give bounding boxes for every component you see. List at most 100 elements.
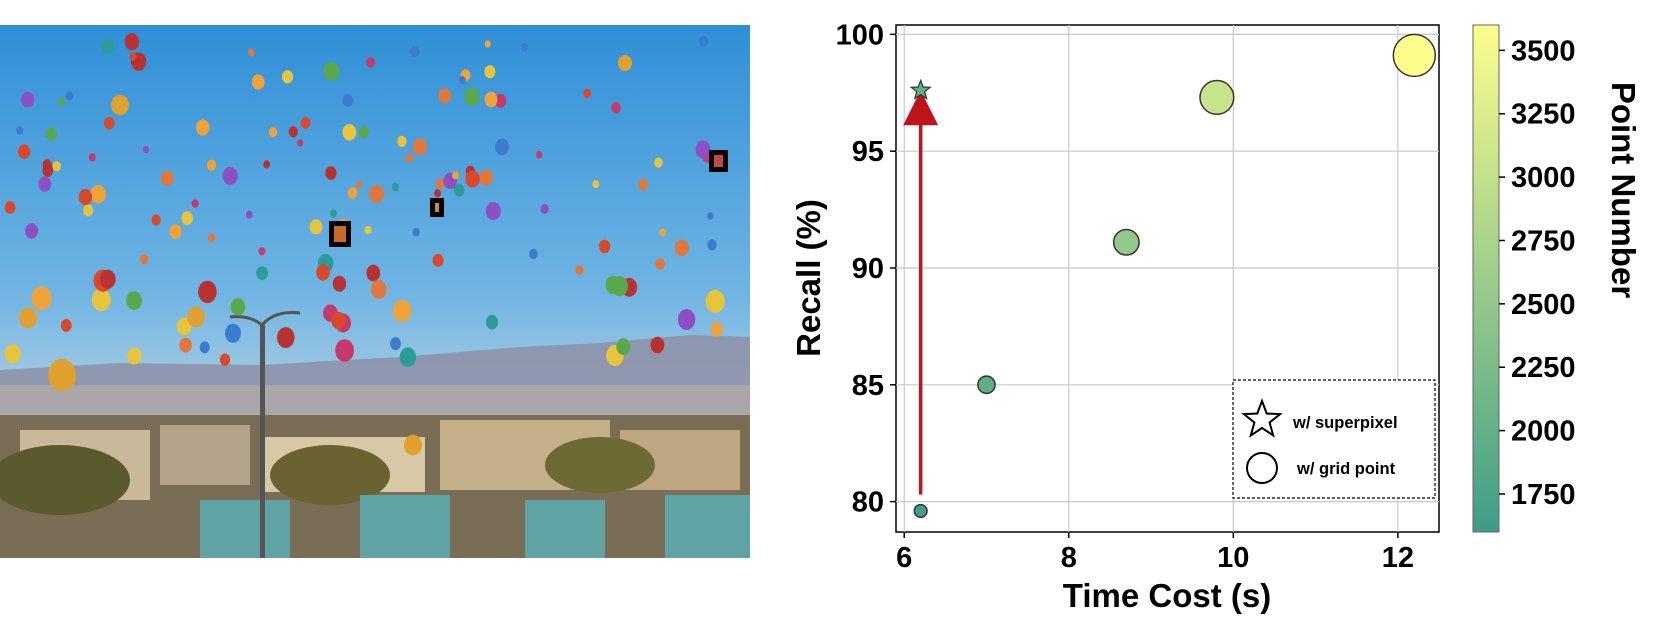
balloon	[529, 248, 538, 260]
legend-label-superpixel: w/ superpixel	[1292, 414, 1398, 432]
balloon	[342, 124, 357, 141]
balloon	[342, 93, 354, 107]
balloon	[432, 253, 444, 267]
balloon	[452, 171, 459, 180]
balloon	[263, 160, 271, 169]
balloon	[399, 347, 417, 367]
balloon	[45, 127, 57, 141]
balloon	[392, 299, 412, 322]
y-tick-label: 90	[852, 253, 884, 285]
colorbar	[1472, 24, 1500, 533]
balloon	[485, 314, 499, 330]
colorbar-tick-labels: 1750 2000 2250 2500 2750 3000 3250 3500	[1499, 35, 1576, 511]
balloon	[222, 166, 238, 185]
balloon	[412, 138, 427, 156]
balloon	[364, 225, 372, 235]
y-axis-title: Recall (%)	[790, 199, 827, 357]
balloon	[281, 70, 294, 84]
colorbar-tick-label: 2750	[1511, 225, 1576, 257]
balloon	[611, 102, 621, 114]
balloon	[404, 434, 422, 456]
balloon	[397, 135, 407, 148]
balloon	[16, 126, 24, 135]
balloon	[650, 336, 665, 354]
legend: w/ superpixel w/ grid point	[1232, 379, 1436, 499]
balloon	[65, 91, 74, 101]
balloon	[248, 48, 255, 57]
balloon	[288, 126, 298, 138]
grid-point-marker	[913, 503, 928, 519]
balloon	[309, 219, 323, 235]
balloon	[485, 202, 501, 221]
balloon	[42, 159, 52, 171]
balloon-group	[4, 33, 725, 456]
balloon	[60, 319, 72, 332]
balloon	[208, 233, 216, 243]
balloon	[332, 275, 347, 292]
balloon	[434, 189, 441, 198]
balloon-photo	[0, 25, 750, 558]
balloon	[140, 254, 149, 265]
data-points	[909, 33, 1437, 519]
colorbar-tick-label: 1750	[1511, 479, 1576, 511]
superpixel-star-marker	[909, 78, 932, 100]
y-tick-label: 95	[852, 136, 884, 168]
balloon	[465, 170, 480, 188]
balloon	[583, 88, 591, 98]
balloon	[659, 228, 667, 237]
x-tick-label: 6	[896, 542, 912, 574]
balloon	[176, 317, 192, 336]
grid-point-marker	[1112, 228, 1140, 256]
balloon	[21, 91, 35, 108]
balloon	[331, 311, 346, 330]
legend-box	[1232, 379, 1436, 499]
balloon	[356, 181, 362, 189]
balloon	[198, 280, 217, 304]
y-tick-label: 85	[852, 370, 884, 402]
x-tick-label: 12	[1382, 542, 1414, 574]
balloon	[18, 144, 31, 159]
balloon	[181, 211, 193, 226]
balloon	[369, 185, 384, 204]
balloon	[464, 87, 480, 106]
balloon	[654, 157, 663, 168]
y-tick-label: 100	[836, 19, 884, 51]
balloon	[187, 306, 205, 328]
star-icon	[1241, 398, 1283, 438]
balloon	[300, 117, 311, 129]
balloon	[598, 239, 611, 254]
balloon	[494, 93, 507, 108]
balloon	[277, 327, 295, 349]
balloon	[495, 138, 509, 156]
balloon	[38, 176, 52, 192]
balloon	[638, 178, 649, 191]
grid-point-marker	[1199, 79, 1235, 116]
y-tick-label: 80	[852, 487, 884, 519]
balloon	[698, 35, 709, 47]
colorbar-tick-label: 3500	[1511, 35, 1576, 67]
balloon	[58, 97, 65, 107]
balloon	[705, 289, 725, 313]
balloon	[710, 321, 723, 337]
balloon	[438, 88, 452, 104]
balloon	[169, 224, 182, 239]
balloon	[25, 223, 38, 239]
balloon	[366, 264, 381, 282]
balloon	[410, 45, 420, 57]
balloon	[151, 214, 161, 226]
grid-point-marker	[977, 375, 996, 395]
x-tick-label: 8	[1061, 542, 1077, 574]
colorbar-tick-label: 2000	[1511, 416, 1576, 448]
balloon	[297, 139, 304, 147]
balloon	[453, 183, 465, 197]
balloon	[707, 239, 717, 251]
balloon	[405, 153, 414, 163]
balloon	[19, 307, 37, 329]
balloon	[347, 187, 358, 200]
balloon	[31, 286, 52, 310]
balloon	[256, 266, 268, 281]
balloon	[484, 65, 496, 79]
balloon	[179, 337, 192, 353]
colorbar-tick-label: 2250	[1511, 352, 1576, 384]
balloon	[707, 212, 714, 220]
